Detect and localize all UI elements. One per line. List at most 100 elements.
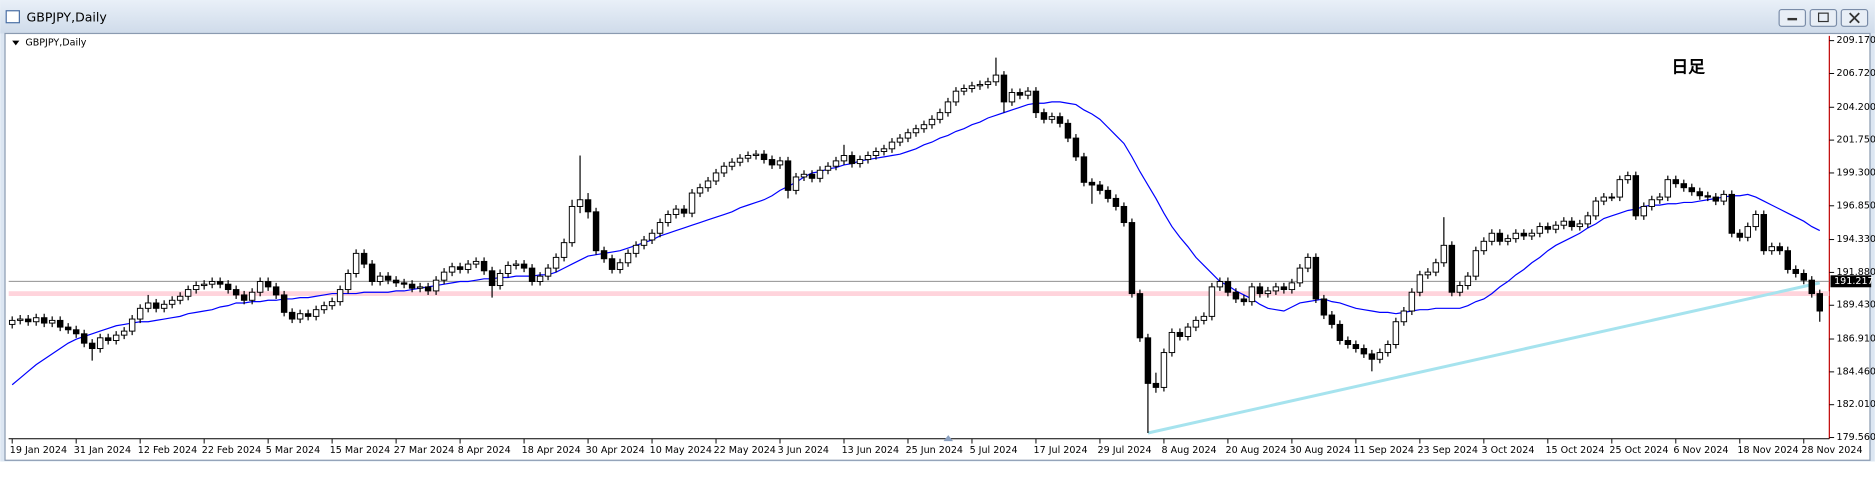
candle-body: [1264, 290, 1272, 295]
candle-body: [168, 299, 176, 305]
candle-body: [376, 275, 384, 283]
candle-body: [280, 294, 288, 313]
candle-body: [1384, 344, 1392, 354]
candle-body: [1352, 344, 1360, 350]
candle-body: [24, 318, 32, 323]
candle-body: [768, 159, 776, 166]
x-tick-label: 3 Jun 2024: [778, 445, 829, 456]
candle-body: [760, 153, 768, 161]
candle-body: [1360, 348, 1368, 355]
candle-body: [1432, 262, 1440, 273]
candle-body: [1576, 223, 1584, 228]
candle-body: [8, 319, 16, 325]
candle-body: [472, 260, 480, 265]
x-tick-label: 6 Nov 2024: [1673, 445, 1728, 456]
trendline: [1147, 281, 1821, 435]
candle-body: [352, 252, 360, 274]
x-tick-label: 18 Nov 2024: [1737, 445, 1798, 456]
x-tick-label: 30 Apr 2024: [586, 445, 645, 456]
candle-body: [736, 157, 744, 163]
candle-body: [384, 275, 392, 281]
candle-body: [1528, 232, 1536, 237]
candle-body: [160, 303, 168, 309]
current-price-box: [1830, 275, 1872, 288]
window-buttons: [1778, 8, 1869, 27]
candle-body: [656, 222, 664, 234]
chart-window: [4, 32, 1871, 461]
candle-body: [1152, 382, 1160, 388]
candle-body: [1344, 340, 1352, 346]
candle-body: [1656, 196, 1664, 201]
minimize-icon: [1787, 17, 1798, 21]
candle-body: [1328, 314, 1336, 325]
candle-body: [1776, 246, 1784, 252]
candle-body: [512, 263, 520, 266]
candle-body: [832, 160, 840, 167]
candle-body: [688, 192, 696, 214]
candle-body: [648, 232, 656, 241]
y-tick-label: 179.560: [1837, 432, 1875, 443]
current-price-label: 191.217: [1834, 276, 1873, 287]
title-bar: [0, 0, 1875, 34]
symbol-menu-arrow[interactable]: [12, 40, 20, 46]
candle-body: [456, 266, 464, 270]
y-tick-label: 186.910: [1837, 334, 1875, 345]
candle-body: [1376, 352, 1384, 360]
candle-body: [1168, 331, 1176, 354]
x-tick-label: 28 Nov 2024: [1801, 445, 1862, 456]
candle-body: [136, 307, 144, 320]
candle-body: [1336, 323, 1344, 341]
candle-body: [1072, 137, 1080, 158]
candle-body: [96, 337, 104, 350]
candle-body: [200, 283, 208, 287]
x-tick-label: 30 Aug 2024: [1290, 445, 1351, 456]
candle-body: [1464, 275, 1472, 287]
candle-body: [1024, 90, 1032, 96]
candle-body: [1640, 205, 1648, 217]
candle-body: [1592, 200, 1600, 217]
candle-body: [744, 155, 752, 159]
candle-body: [328, 301, 336, 307]
candle-body: [1680, 183, 1688, 189]
candle-body: [128, 318, 136, 332]
candle-body: [1480, 240, 1488, 252]
maximize-button[interactable]: [1809, 8, 1838, 27]
candle-body: [112, 334, 120, 341]
candle-body: [1280, 286, 1288, 291]
candle-body: [1408, 291, 1416, 312]
candle-body: [152, 302, 160, 309]
y-tick-label: 206.720: [1837, 68, 1875, 79]
candle-body: [120, 330, 128, 336]
y-tick-label: 182.010: [1837, 399, 1875, 410]
candle-body: [1000, 74, 1008, 103]
candle-body: [592, 211, 600, 252]
candle-body: [672, 208, 680, 215]
candle-body: [992, 74, 1000, 83]
candle-body: [1800, 273, 1808, 281]
candle-body: [624, 252, 632, 264]
candle-body: [1088, 181, 1096, 186]
candle-body: [424, 286, 432, 292]
candle-body: [904, 132, 912, 139]
shift-marker[interactable]: [943, 435, 954, 442]
candle-body: [256, 281, 264, 293]
candle-body: [1160, 352, 1168, 388]
candle-body: [1784, 250, 1792, 270]
candle-body: [1792, 268, 1800, 274]
annotation-text: 日足: [1672, 57, 1706, 77]
x-tick-label: 19 Jan 2024: [10, 445, 67, 456]
candle-body: [680, 208, 688, 214]
candle-body: [1256, 286, 1264, 295]
candle-body: [1520, 232, 1528, 237]
candle-body: [864, 155, 872, 161]
candle-body: [1392, 321, 1400, 346]
x-tick-label: 29 Jul 2024: [1098, 445, 1152, 456]
candle-body: [800, 173, 808, 178]
candle-body: [264, 281, 272, 288]
candle-body: [776, 160, 784, 166]
candle-body: [600, 250, 608, 260]
candle-body: [1712, 196, 1720, 202]
candle-body: [1584, 215, 1592, 225]
axes: 179.560 182.010 184.460 186.910 189.430 191.8…: [10, 35, 1875, 456]
candle-body: [72, 329, 80, 335]
